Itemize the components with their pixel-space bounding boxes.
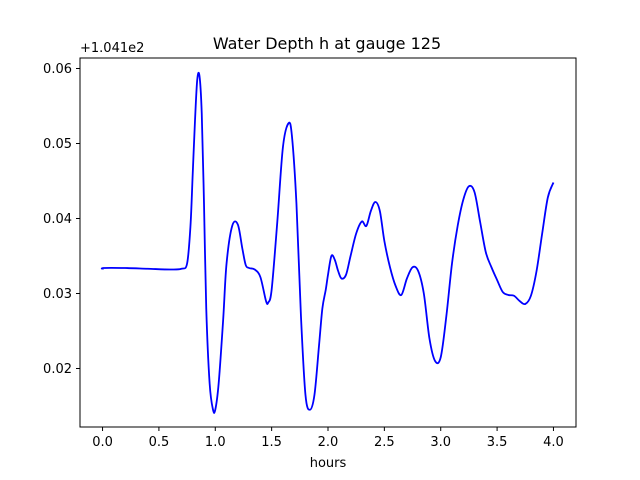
- y-tick-label: 0.05: [43, 137, 72, 152]
- x-tick-label: 3.0: [430, 435, 451, 450]
- x-tick-label: 1.0: [205, 435, 226, 450]
- x-tick-label: 4.0: [543, 435, 564, 450]
- y-offset-label: +1.041e2: [80, 41, 144, 56]
- y-tick-label: 0.03: [43, 287, 72, 302]
- axes-frame: [79, 57, 577, 428]
- x-tick-label: 0.5: [149, 435, 170, 450]
- x-tick-label: 0.0: [92, 435, 113, 450]
- y-tick-label: 0.02: [43, 362, 72, 377]
- chart-title: Water Depth h at gauge 125: [213, 34, 441, 53]
- x-tick-label: 2.5: [374, 435, 395, 450]
- x-tick-label: 3.5: [487, 435, 508, 450]
- x-tick-label: 2.0: [318, 435, 339, 450]
- series-line: [100, 71, 555, 414]
- y-tick-label: 0.06: [43, 62, 72, 77]
- plot-area: 0.0 0.5 1.0 1.5 2.0 2.5 3.0 3.5 4.0 0.02 0.03 0.04 0…: [43, 57, 577, 450]
- y-tick-label: 0.04: [43, 212, 72, 227]
- x-tick-label: 1.5: [261, 435, 282, 450]
- x-axis-label: hours: [310, 456, 347, 471]
